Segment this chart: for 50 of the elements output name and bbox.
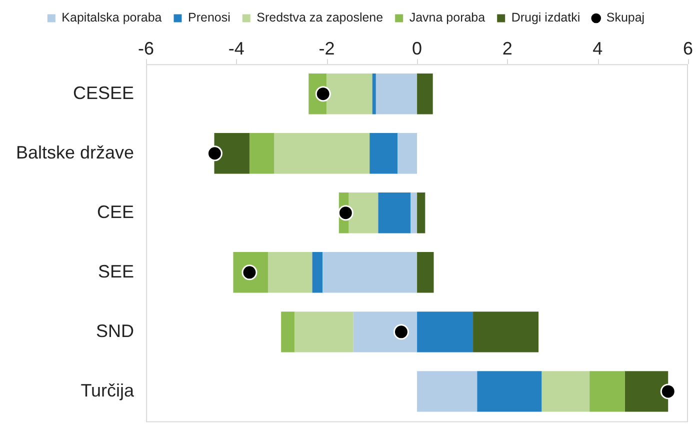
bar bbox=[477, 371, 542, 412]
bar bbox=[312, 252, 323, 293]
legend-label: Sredstva za zaposlene bbox=[256, 10, 384, 25]
legend-label: Skupaj bbox=[606, 10, 645, 25]
bar bbox=[281, 312, 295, 352]
y-tick-label: CESEE bbox=[73, 82, 134, 103]
point bbox=[660, 384, 676, 400]
bar bbox=[322, 252, 418, 293]
bar bbox=[214, 133, 250, 174]
bar bbox=[398, 133, 418, 174]
legend-label: Prenosi bbox=[188, 10, 230, 25]
bar bbox=[348, 192, 378, 234]
bar bbox=[417, 312, 474, 352]
bar bbox=[376, 74, 418, 114]
point bbox=[206, 146, 222, 162]
bar bbox=[372, 74, 376, 114]
x-tick-label: 4 bbox=[592, 38, 603, 58]
bar bbox=[370, 133, 398, 174]
y-tick-label: Turčija bbox=[80, 380, 136, 400]
bar bbox=[624, 371, 668, 412]
bar bbox=[410, 192, 418, 234]
bar bbox=[417, 252, 434, 293]
bar bbox=[268, 252, 312, 293]
y-tick-label: SEE bbox=[98, 261, 134, 282]
bar bbox=[378, 192, 411, 234]
x-tick-label: -6 bbox=[138, 38, 154, 58]
bar bbox=[542, 371, 590, 412]
x-tick-label: -2 bbox=[318, 38, 335, 58]
y-tick-label: SND bbox=[96, 320, 134, 341]
x-tick-label: 0 bbox=[412, 38, 422, 58]
bar bbox=[249, 133, 274, 174]
point bbox=[393, 324, 409, 340]
bar bbox=[417, 192, 426, 234]
y-tick-label: CEE bbox=[97, 202, 134, 222]
bar bbox=[417, 371, 478, 412]
bar bbox=[473, 312, 539, 352]
x-tick-label: 6 bbox=[682, 38, 694, 58]
legend-label: Kapitalska poraba bbox=[62, 10, 162, 25]
bar bbox=[294, 312, 354, 352]
bar bbox=[274, 133, 370, 174]
bar bbox=[590, 371, 625, 412]
bar bbox=[326, 74, 372, 114]
legend-label: Drugi izdatki bbox=[511, 10, 580, 25]
legend-label: Javna poraba bbox=[409, 10, 486, 25]
x-tick-label: 2 bbox=[502, 38, 512, 58]
y-tick-label: Baltske države bbox=[16, 142, 134, 162]
bar bbox=[417, 74, 433, 114]
bar bbox=[353, 312, 418, 352]
point bbox=[338, 205, 354, 221]
x-tick-label: -4 bbox=[228, 38, 244, 58]
